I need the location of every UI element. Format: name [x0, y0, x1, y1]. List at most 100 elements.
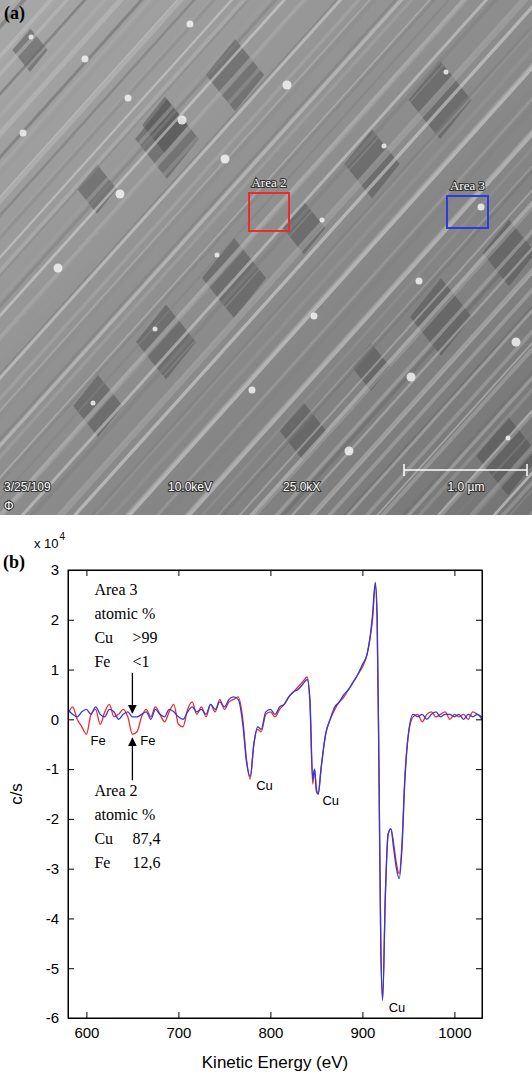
- sem-particle: [345, 447, 354, 456]
- y-axis: 3210-1-2-3-4-5-6: [46, 561, 74, 1026]
- region-label: Area 2: [251, 175, 286, 190]
- annotation-arrow: [132, 673, 133, 713]
- sem-image: [0, 0, 532, 515]
- area-note: Cu: [94, 830, 113, 847]
- sem-streak: [0, 0, 480, 515]
- spectrum-line: [68, 582, 482, 1000]
- tick-mark: [476, 869, 482, 870]
- tick: [476, 620, 482, 621]
- tick: [270, 570, 271, 576]
- tick: 1000: [438, 1012, 471, 1041]
- sem-particle: [125, 95, 132, 102]
- tick-label: -5: [46, 960, 59, 977]
- sem-particle: [221, 155, 230, 164]
- area-note: 12,6: [132, 854, 160, 871]
- info-text: Φ: [4, 499, 14, 513]
- sem-particle: [311, 313, 318, 320]
- info-text: 3/25/109: [4, 480, 51, 494]
- y-axis-title: c/s: [7, 783, 26, 805]
- sem-streak: [490, 0, 532, 515]
- area-note: >99: [132, 629, 157, 646]
- sem-particle: [116, 190, 125, 199]
- tick-mark: [362, 570, 363, 576]
- tick-mark: [476, 968, 482, 969]
- tick-mark: [476, 719, 482, 720]
- sem-particle: [407, 373, 416, 382]
- spectrum-line: [68, 585, 482, 998]
- tick: [476, 968, 482, 969]
- sem-particle: [320, 218, 325, 223]
- tick-mark: [68, 869, 74, 870]
- sem-streak: [0, 0, 225, 515]
- sem-particle: [187, 21, 194, 28]
- tick: -4: [46, 910, 74, 927]
- tick-mark: [68, 968, 74, 969]
- tick-mark: [68, 769, 74, 770]
- tick-label: 0: [51, 711, 59, 728]
- y-multiplier-exponent: 4: [60, 531, 66, 542]
- tick: 3: [51, 561, 74, 578]
- tick-mark: [476, 769, 482, 770]
- region-box: [249, 193, 289, 231]
- tick-mark: [362, 1012, 363, 1018]
- tick: 800: [258, 1012, 283, 1041]
- x-axis-top: [69, 570, 483, 576]
- area-note: 87,4: [132, 830, 160, 847]
- peak-label: Fe: [140, 733, 155, 748]
- figure: Area 2Area 3(a)3/25/10910.0keV25.0kX1.0 …: [0, 0, 532, 1089]
- tick: [86, 570, 87, 576]
- area-note: Area 2: [94, 782, 137, 799]
- sem-particle: [416, 278, 423, 285]
- sem-streak: [496, 0, 532, 515]
- sem-particle: [512, 338, 521, 347]
- tick-label: -4: [46, 910, 59, 927]
- sem-particle: [249, 387, 256, 394]
- sem-particle: [29, 35, 34, 40]
- tick: 2: [51, 611, 74, 628]
- tick: 0: [51, 711, 74, 728]
- tick-label: 2: [51, 611, 59, 628]
- tick: [476, 918, 482, 919]
- sem-streak: [517, 0, 532, 515]
- tick-mark: [178, 1012, 179, 1018]
- sem-particle: [444, 70, 449, 75]
- tick-mark: [476, 918, 482, 919]
- tick: -5: [46, 960, 74, 977]
- tick-mark: [86, 570, 87, 576]
- tick: -2: [46, 810, 74, 827]
- tick-mark: [68, 570, 74, 571]
- tick: 600: [74, 1012, 99, 1041]
- region-label: Area 3: [450, 178, 485, 193]
- tick-mark: [68, 670, 74, 671]
- tick-label: -1: [46, 760, 59, 777]
- sem-particle: [82, 56, 89, 63]
- tick: [476, 719, 482, 720]
- sem-streak: [364, 0, 532, 515]
- sem-streak: [425, 0, 532, 515]
- tick-mark: [476, 620, 482, 621]
- tick: 700: [166, 1012, 191, 1041]
- tick: -6: [46, 1009, 74, 1026]
- tick-label: 700: [166, 1024, 191, 1041]
- tick: 900: [350, 1012, 375, 1041]
- sem-particle: [283, 81, 292, 90]
- panel-label: (b): [3, 552, 25, 573]
- tick-mark: [454, 570, 455, 576]
- scale-bar: [404, 464, 527, 476]
- sem-particle: [20, 130, 27, 137]
- tick: [476, 570, 482, 571]
- region-box: [447, 196, 488, 228]
- sem-particle: [215, 253, 220, 258]
- x-axis-title: Kinetic Energy (eV): [202, 1053, 348, 1072]
- tick-mark: [476, 1018, 482, 1019]
- sem-streak: [0, 0, 351, 515]
- tick: [362, 570, 363, 576]
- sem-streak: [521, 0, 532, 515]
- sem-streak: [279, 0, 532, 515]
- tick-mark: [476, 819, 482, 820]
- scale-bar-end: [526, 464, 528, 476]
- peak-labels: FeFeCuCuCu: [91, 733, 406, 1014]
- sem-streak: [427, 0, 532, 515]
- tick: -1: [46, 760, 74, 777]
- sem-streak: [0, 0, 227, 515]
